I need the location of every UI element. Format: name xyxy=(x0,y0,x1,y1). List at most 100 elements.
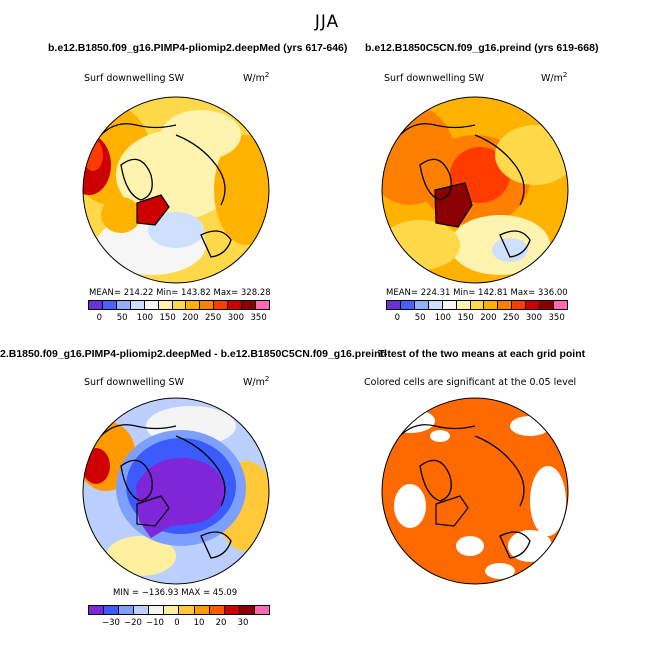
panel-4-map-border xyxy=(381,397,569,585)
panel-3-units: W/m2 xyxy=(243,375,270,389)
colorbar-swatch xyxy=(89,301,103,309)
panel-2-stats: MEAN= 224.31 Min= 142.81 Max= 336.00 xyxy=(386,288,568,298)
panel-2-colorbar xyxy=(386,300,568,310)
panel-2-field-region xyxy=(492,238,528,262)
colorbar-tick: 0 xyxy=(394,313,401,323)
panel-3-coastline xyxy=(100,424,177,437)
panel-1-stats: MEAN= 214.22 Min= 143.82 Max= 328.28 xyxy=(89,288,271,298)
colorbar-swatch xyxy=(540,301,555,309)
colorbar-swatch xyxy=(214,301,229,309)
panel-3-coastline xyxy=(175,435,226,507)
panel-3-colorbar-ticks: −30 −20 −10 0 10 20 30 xyxy=(100,618,282,628)
panel-2-coastline xyxy=(399,123,476,136)
panel-3-map xyxy=(82,397,270,585)
panel-3-colorbar xyxy=(88,605,270,615)
panel-1-variable-label: Surf downwelling SW xyxy=(84,73,184,84)
panel-4-nonsignificant-region xyxy=(456,536,484,556)
panel-3-coastline xyxy=(120,459,153,502)
panel-2-map xyxy=(381,96,569,284)
colorbar-swatch xyxy=(130,301,145,309)
panel-2-title: b.e12.B1850C5CN.f09_g16.preind (yrs 619-… xyxy=(365,42,599,54)
colorbar-swatch xyxy=(470,301,485,309)
panel-2-coastline xyxy=(419,158,452,201)
colorbar-tick: 200 xyxy=(480,313,497,323)
panel-4-variable-label: Colored cells are significant at the 0.0… xyxy=(364,377,577,388)
colorbar-tick: 10 xyxy=(193,618,205,628)
colorbar-swatch xyxy=(149,606,165,614)
colorbar-tick: 0 xyxy=(174,618,180,628)
panel-2-greenland xyxy=(434,182,473,228)
colorbar-swatch xyxy=(102,301,117,309)
panel-1-field-region xyxy=(101,197,141,233)
panel-1-map-border xyxy=(82,96,270,284)
panel-1-coastline xyxy=(200,230,232,258)
panel-4-nonsignificant-region xyxy=(385,409,435,433)
colorbar-swatch xyxy=(512,301,527,309)
colorbar-tick: 50 xyxy=(116,313,128,323)
colorbar-tick: 200 xyxy=(182,313,199,323)
panel-3-title: 2.B1850.f09_g16.PIMP4-pliomip2.deepMed -… xyxy=(0,348,387,360)
panel-1-units: W/m2 xyxy=(243,71,270,85)
panel-1-field-region xyxy=(214,135,269,245)
panel-1-coastline xyxy=(120,158,153,201)
colorbar-swatch xyxy=(228,301,243,309)
colorbar-swatch xyxy=(116,301,131,309)
colorbar-tick: 0 xyxy=(96,313,103,323)
panel-4-nonsignificant-region xyxy=(394,484,426,528)
colorbar-swatch xyxy=(239,606,255,614)
colorbar-swatch xyxy=(414,301,429,309)
colorbar-tick: 20 xyxy=(215,618,227,628)
colorbar-tick: 150 xyxy=(159,313,176,323)
panel-1-coastline xyxy=(100,123,177,136)
panel-2-field-region xyxy=(382,220,460,270)
colorbar-swatch xyxy=(387,301,401,309)
panel-4-nonsignificant-region xyxy=(508,530,552,562)
colorbar-swatch xyxy=(254,606,269,614)
colorbar-swatch xyxy=(554,301,567,309)
panel-2-coastline xyxy=(474,134,525,206)
panel-4-greenland xyxy=(435,495,469,527)
panel-4-nonsignificant-region xyxy=(510,416,550,436)
panel-4-nonsignificant-region xyxy=(485,563,515,579)
colorbar-swatch xyxy=(256,301,269,309)
colorbar-tick: −10 xyxy=(146,618,164,628)
panel-4-coastline xyxy=(474,435,525,507)
panel-1-title: b.e12.B1850.f09_g16.PIMP4-pliomip2.deepM… xyxy=(48,42,348,54)
panel-3-variable-label: Surf downwelling SW xyxy=(84,377,184,388)
panel-2-colorbar-ticks: 0 50 100 150 200 250 300 350 xyxy=(386,313,568,323)
colorbar-tick: 250 xyxy=(503,313,520,323)
panel-1-field-region xyxy=(148,212,204,248)
colorbar-tick: 30 xyxy=(237,618,249,628)
colorbar-swatch xyxy=(526,301,541,309)
colorbar-swatch xyxy=(200,301,215,309)
panel-3-field-region xyxy=(106,536,176,576)
panel-4-map xyxy=(381,397,569,585)
colorbar-swatch xyxy=(456,301,471,309)
panel-1-colorbar xyxy=(88,300,270,310)
panel-3-field-region xyxy=(136,457,226,538)
panel-4-coastline xyxy=(419,459,452,502)
colorbar-tick: 350 xyxy=(548,313,565,323)
colorbar-swatch xyxy=(134,606,150,614)
panel-3-stats: MIN = −136.93 MAX = 45.09 xyxy=(113,588,238,598)
panel-2-units: W/m2 xyxy=(541,71,568,85)
colorbar-swatch xyxy=(224,606,240,614)
panel-1-map xyxy=(82,96,270,284)
colorbar-swatch xyxy=(209,606,225,614)
colorbar-tick: 100 xyxy=(434,313,451,323)
panel-3-greenland xyxy=(136,495,170,527)
panel-2-coastline xyxy=(499,230,531,258)
panel-2-map-border xyxy=(381,96,569,284)
panel-1-greenland xyxy=(136,194,170,226)
colorbar-swatch xyxy=(179,606,195,614)
colorbar-tick: 350 xyxy=(250,313,267,323)
colorbar-tick: −20 xyxy=(124,618,142,628)
panel-4-coastline xyxy=(499,531,531,559)
panel-4-nonsignificant-region xyxy=(430,430,450,442)
colorbar-swatch xyxy=(144,301,159,309)
figure-suptitle: JJA xyxy=(314,12,340,32)
panel-2-variable-label: Surf downwelling SW xyxy=(384,73,484,84)
panel-1-coastline xyxy=(175,134,226,206)
panel-3-coastline xyxy=(200,531,232,559)
panel-3-map-border xyxy=(82,397,270,585)
